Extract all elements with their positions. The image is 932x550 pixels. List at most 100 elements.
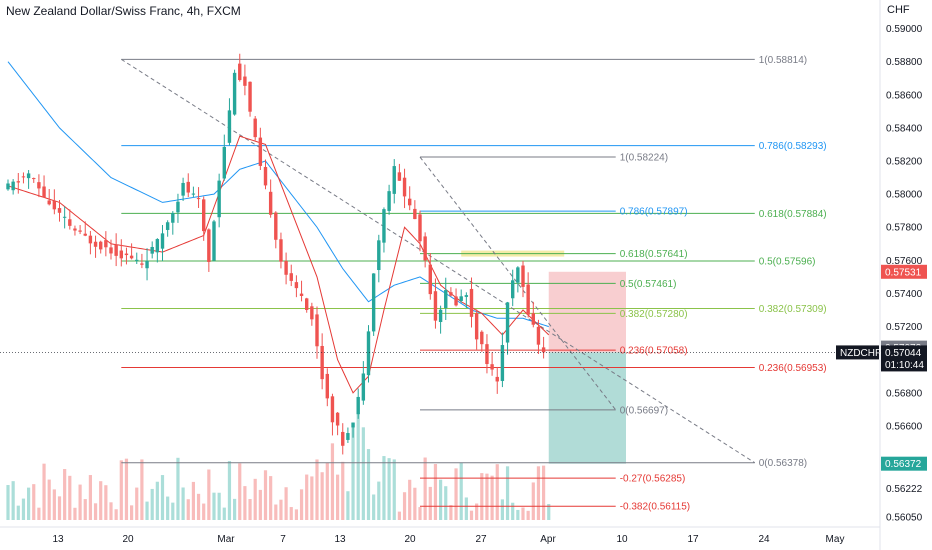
candle-body [47,200,51,205]
candle-body [129,255,134,259]
volume-bar [222,507,226,520]
price-tick-label: 0.56050 [886,513,923,524]
candle-body [83,233,87,236]
candle-body [305,298,309,310]
volume-bar [433,464,438,520]
candle-body [109,247,113,254]
candle-body [207,229,211,262]
candle-body [320,345,324,380]
volume-bar [171,502,175,520]
stop-loss-zone [548,271,626,353]
volume-bar [269,476,273,520]
volume-bar [299,489,304,520]
candle-body [274,212,278,240]
moving-average-fast [7,135,550,394]
candle-body [88,235,93,244]
volume-bar [459,462,463,520]
candle-body [176,201,180,213]
volume-bar [88,475,92,520]
volume-bar [516,509,520,520]
candle-body [325,373,329,399]
volume-bar [217,492,221,520]
volume-bar [155,481,159,520]
volume-bar [243,486,247,520]
fib-level-label: 0.382(0.57309) [759,304,827,315]
volume-bar [475,503,479,520]
time-tick-label: Mar [217,534,235,545]
candle-body [397,172,402,181]
volume-bar [439,479,443,520]
candle-body [57,208,62,213]
candle-body [42,186,46,198]
candle-body [408,198,412,206]
time-tick-label: 13 [334,534,346,545]
candle-body [181,182,185,196]
fib-level-label: -0.382(0.56115) [620,502,690,513]
volume-bar [37,507,41,520]
volume-bar [109,502,113,520]
volume-bar [186,499,190,520]
candle-body [310,306,314,320]
volume-bar [382,456,386,520]
volume-bar [449,505,453,520]
candle-body [227,110,232,143]
volume-bar [305,474,309,520]
candle-body [371,273,376,332]
time-tick-label: Apr [540,534,556,545]
candle-body [150,246,154,254]
volume-bar [490,475,494,520]
volume-bar [258,489,262,520]
volume-bar [196,493,201,520]
candle-body [505,302,510,343]
volume-bar [130,505,134,520]
volume-bar [500,499,504,520]
volume-bar [16,505,20,520]
candle-body [444,290,448,309]
price-tick-label: 0.56800 [886,388,923,399]
candle-body [232,72,237,115]
candle-body [186,181,190,193]
volume-bar [531,482,535,520]
volume-bar [83,499,87,520]
candle-body [341,431,345,446]
candle-body [160,233,165,249]
fib-level-label: 0.786(0.58293) [759,141,827,152]
volume-bar [42,463,46,520]
volume-bar [274,504,278,520]
candle-body [402,177,407,197]
volume-bar [32,484,36,520]
volume-bar [21,498,26,520]
fib-level-label: 0.618(0.57641) [620,249,688,260]
volume-bar [135,487,139,520]
volume-bar [330,443,335,520]
price-badge [881,456,927,471]
time-tick-label: 10 [616,534,628,545]
candle-body [495,376,499,382]
moving-average-slow [7,61,549,328]
fib-level-label: 0.5(0.57596) [759,257,816,268]
volume-bar [119,460,123,520]
price-badge-label: 0.57531 [885,267,922,278]
candle-body [99,241,103,250]
candle-body [37,182,41,189]
volume-bar [480,473,484,520]
time-tick-label: 20 [122,534,134,545]
volume-bar [93,503,98,520]
price-tick-label: 0.57800 [886,223,923,234]
volume-bar [495,464,499,520]
price-tick-label: 0.58200 [886,157,923,168]
candle-body [387,191,391,211]
volume-bar [397,511,401,520]
volume-bar [336,474,340,520]
candle-body [531,313,535,325]
fib-level-label: 1(0.58814) [759,55,807,66]
price-tick-label: 0.58000 [886,190,923,201]
volume-bar [253,478,257,520]
volume-bar [320,472,324,520]
trend-line [121,58,756,464]
currency-label: CHF [887,4,910,16]
fib-level-label: 0.786(0.57897) [620,207,688,218]
volume-bar [140,459,144,520]
candle-body [248,81,252,112]
